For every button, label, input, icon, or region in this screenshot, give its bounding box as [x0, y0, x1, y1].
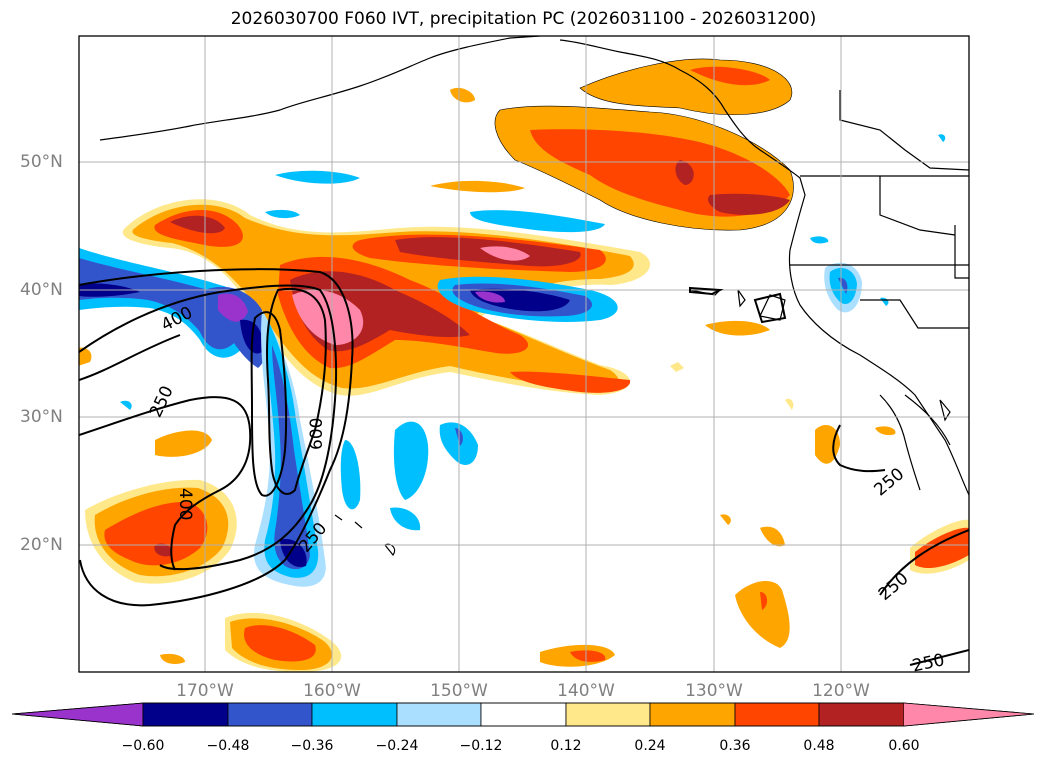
colorbar-extend-low [11, 702, 144, 727]
colorbar-swatch [396, 702, 482, 727]
colorbar-swatch [227, 702, 313, 727]
lat-label-40n: 40°N [20, 280, 63, 300]
contour-label: 250 [875, 569, 913, 605]
colorbar [11, 702, 1035, 727]
lon-label-170w: 170°W [176, 681, 234, 701]
contour-label: 250 [871, 464, 909, 500]
lat-label-50n: 50°N [20, 152, 63, 172]
colorbar-tick: 0.48 [803, 738, 835, 754]
lon-label-140w: 140°W [557, 681, 615, 701]
precip-shading [79, 58, 969, 672]
colorbar-swatch [565, 702, 651, 727]
lon-label-130w: 130°W [685, 681, 743, 701]
contour-250-baja [832, 424, 886, 473]
map-frame [78, 35, 970, 673]
colorbar-tick: 0.24 [634, 738, 666, 754]
contour-label: 600 [307, 418, 327, 450]
colorbar-tick: −0.60 [121, 738, 165, 754]
map-title: 2026030700 F060 IVT, precipitation PC (2… [230, 9, 817, 29]
contour-inner-loop [250, 311, 288, 497]
colorbar-tick: 0.36 [719, 738, 751, 754]
colorbar-swatch [480, 702, 567, 727]
colorbar-tick: 0.60 [888, 738, 920, 754]
colorbar-swatch [142, 702, 229, 727]
contour-label: 250 [146, 383, 178, 421]
contour-label: 400 [175, 488, 195, 520]
coastlines [99, 36, 969, 556]
colorbar-tick: −0.36 [290, 738, 334, 754]
colorbar-swatch [818, 702, 905, 727]
contour-400-west [79, 284, 338, 571]
lon-label-150w: 150°W [430, 681, 488, 701]
colorbar-tick: 0.12 [550, 738, 582, 754]
contour-250-hawaii-e [879, 529, 969, 596]
lat-label-20n: 20°N [20, 535, 63, 555]
colorbar-tick: −0.48 [206, 738, 250, 754]
contour-600 [266, 287, 327, 495]
lon-label-120w: 120°W [812, 681, 870, 701]
colorbar-swatch [649, 702, 736, 727]
colorbar-tick: −0.24 [375, 738, 419, 754]
colorbar-tick: −0.12 [459, 738, 503, 754]
lon-label-160w: 160°W [303, 681, 361, 701]
colorbar-swatch [311, 702, 398, 727]
contour-250-west [79, 268, 354, 607]
lat-label-30n: 30°N [20, 407, 63, 427]
contour-250-south [909, 649, 969, 666]
alaska-coast [99, 36, 541, 141]
ivt-contours [79, 268, 969, 666]
colorbar-swatch [734, 702, 820, 727]
